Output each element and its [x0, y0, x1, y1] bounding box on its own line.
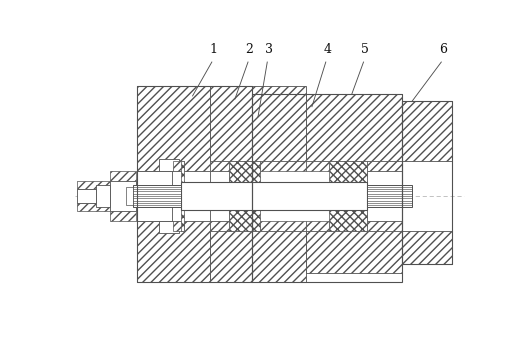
Text: 6: 6: [439, 43, 447, 56]
Text: 3: 3: [265, 43, 273, 56]
Polygon shape: [209, 160, 229, 171]
Bar: [252, 94, 402, 282]
Bar: [209, 196, 229, 221]
Bar: [126, 187, 133, 205]
Text: 4: 4: [323, 43, 331, 56]
Polygon shape: [367, 221, 402, 232]
Bar: [367, 196, 402, 221]
Polygon shape: [259, 160, 306, 171]
Text: 2: 2: [246, 43, 254, 56]
Bar: [96, 185, 110, 207]
Bar: [367, 185, 412, 207]
Bar: [181, 182, 367, 210]
Bar: [209, 171, 229, 196]
Bar: [159, 159, 179, 171]
Polygon shape: [181, 210, 184, 232]
Polygon shape: [137, 221, 209, 282]
Polygon shape: [306, 232, 402, 273]
Polygon shape: [329, 210, 367, 232]
Polygon shape: [209, 86, 306, 160]
Bar: [133, 185, 181, 207]
Polygon shape: [229, 210, 259, 232]
Polygon shape: [173, 221, 184, 232]
Polygon shape: [229, 160, 259, 182]
Bar: [137, 196, 172, 221]
Polygon shape: [402, 232, 452, 264]
Polygon shape: [181, 160, 184, 182]
Bar: [159, 221, 179, 233]
Bar: [402, 101, 452, 264]
Bar: [367, 171, 402, 196]
Polygon shape: [329, 160, 367, 182]
Polygon shape: [173, 160, 184, 171]
Polygon shape: [77, 171, 136, 189]
Polygon shape: [402, 101, 452, 160]
Bar: [137, 86, 252, 282]
Polygon shape: [306, 160, 329, 171]
Polygon shape: [77, 203, 136, 221]
Polygon shape: [259, 221, 306, 232]
Bar: [137, 171, 172, 196]
Polygon shape: [367, 160, 402, 171]
Text: 5: 5: [361, 43, 369, 56]
Polygon shape: [209, 232, 306, 282]
Polygon shape: [306, 221, 329, 232]
Polygon shape: [137, 86, 209, 171]
Polygon shape: [209, 221, 229, 232]
Bar: [77, 189, 96, 203]
Bar: [110, 181, 136, 211]
Polygon shape: [306, 94, 402, 160]
Text: 1: 1: [209, 43, 217, 56]
